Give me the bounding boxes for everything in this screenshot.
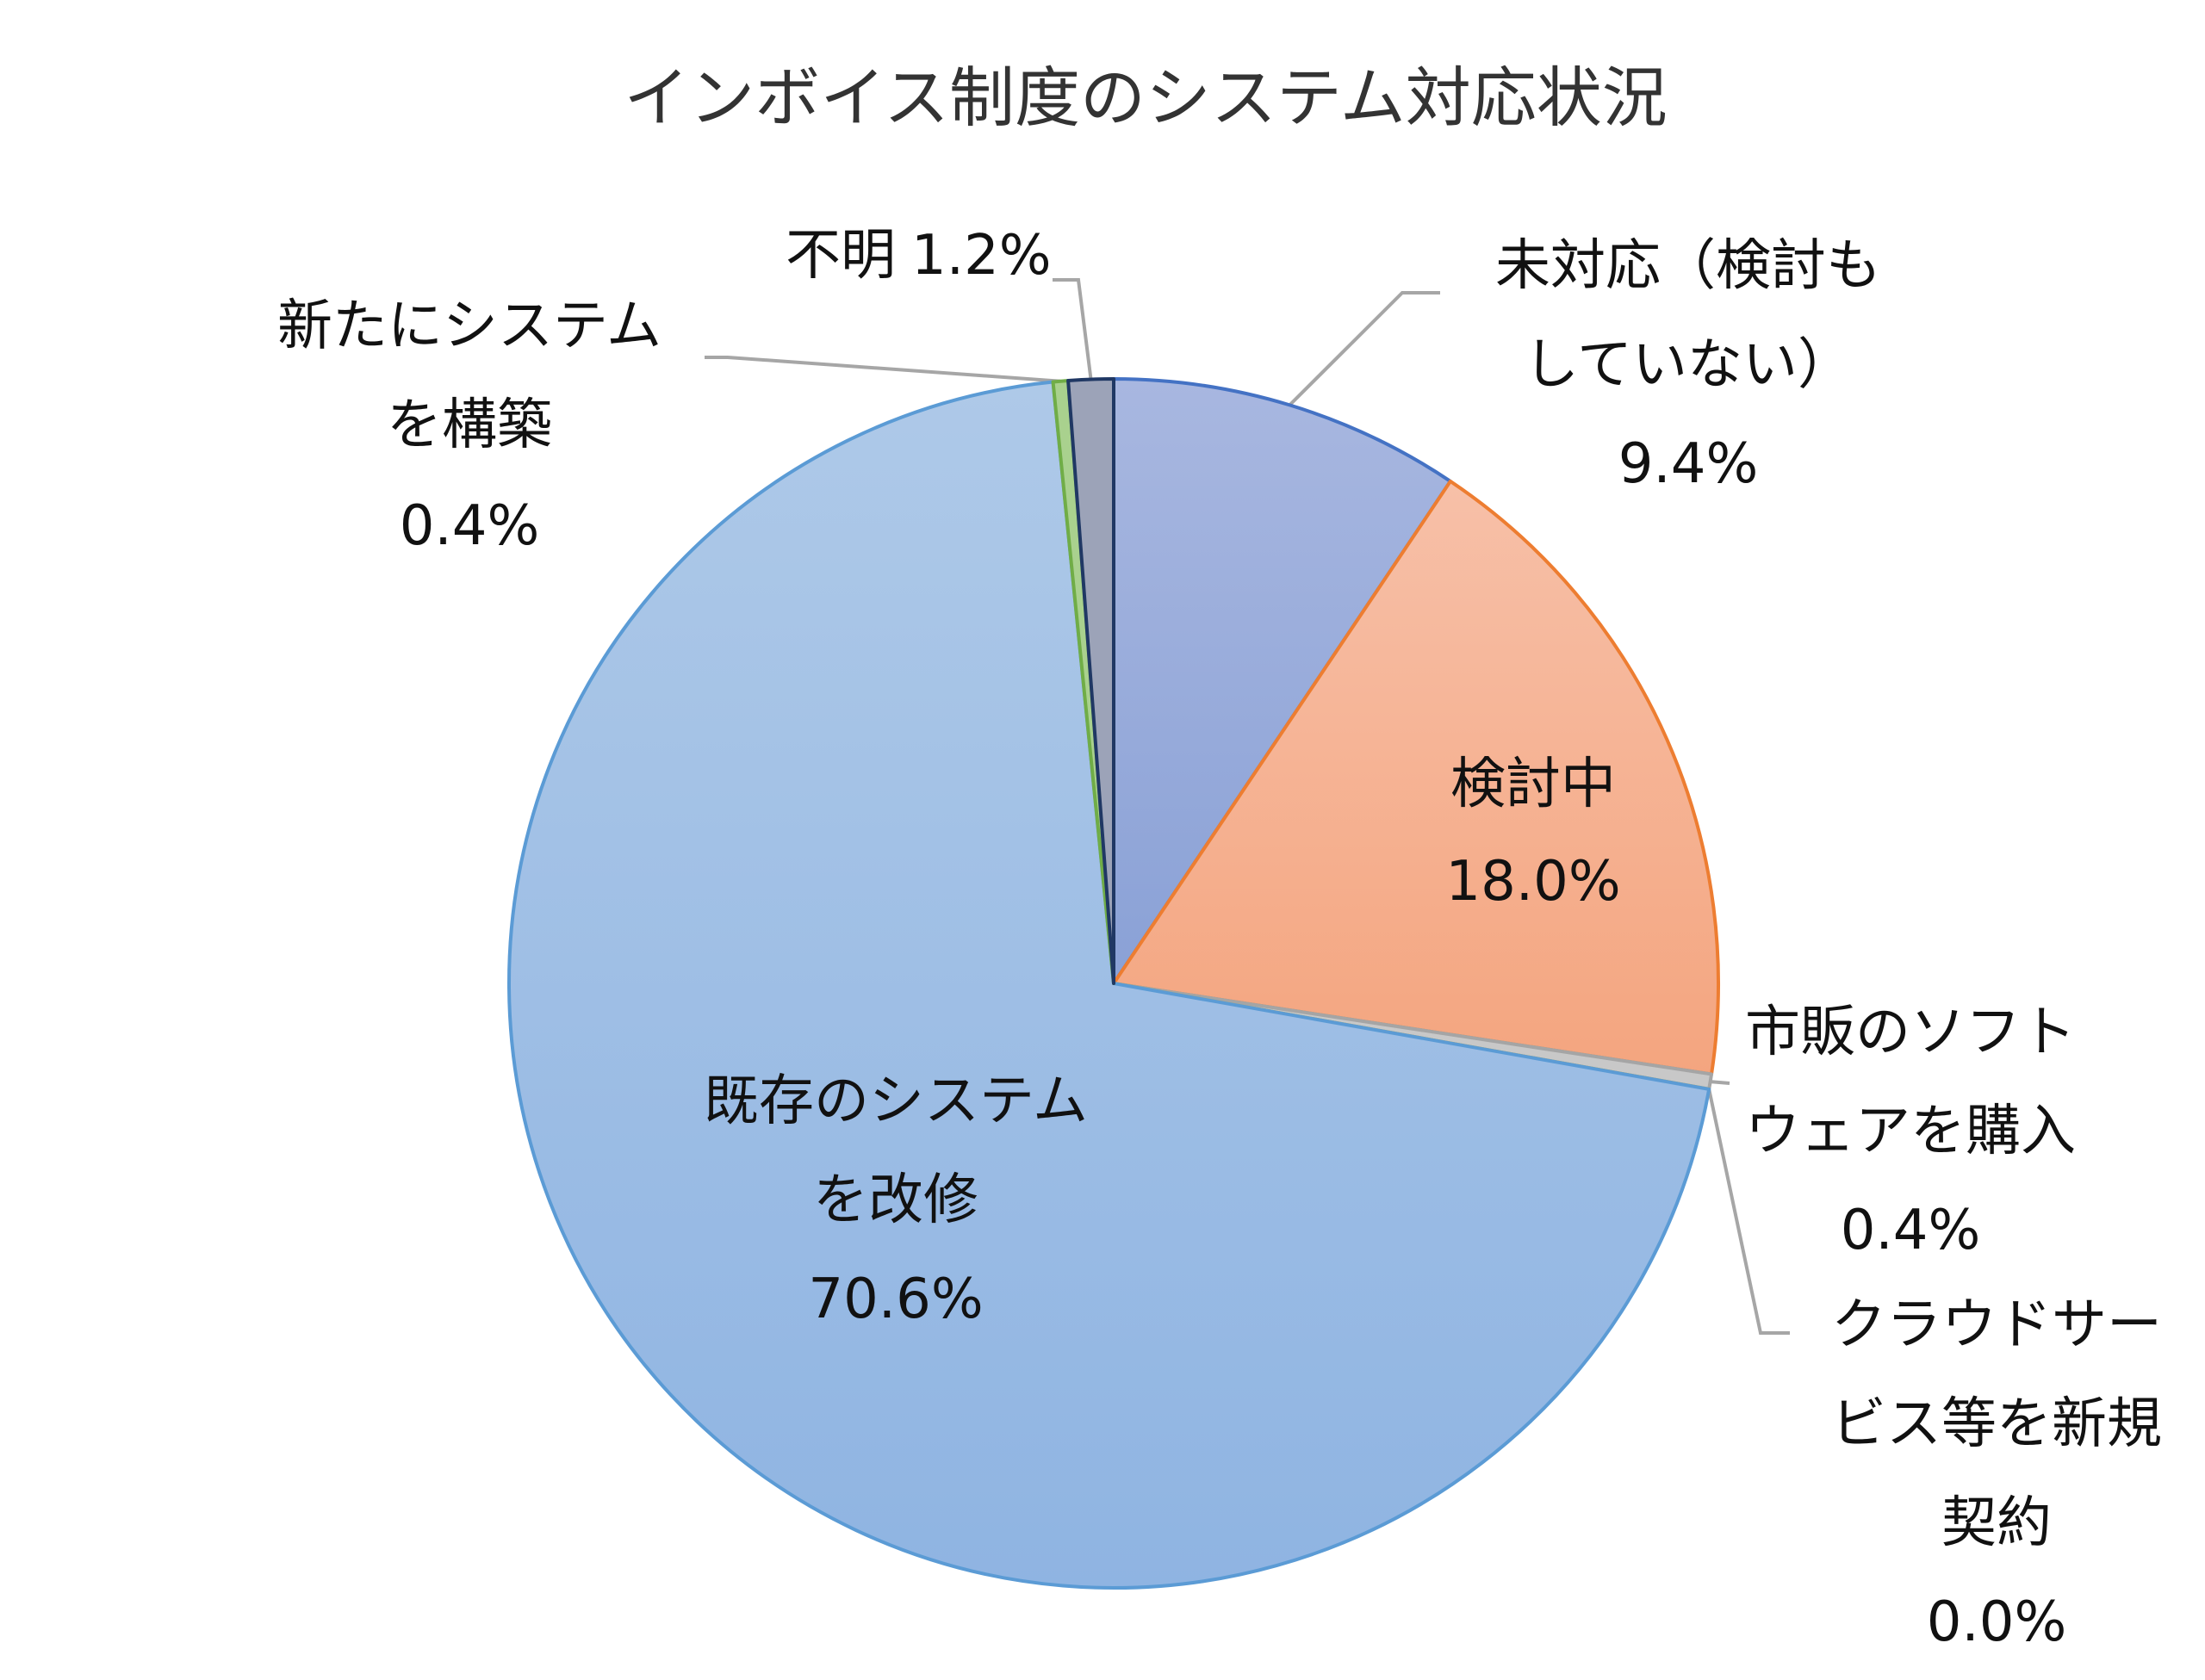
label-line: 既存のシステム: [704, 1069, 1088, 1133]
value-label: 18.0%: [1445, 850, 1620, 914]
pie-slices: [506, 377, 1720, 1590]
label-line: 市販のソフト: [1745, 1001, 2076, 1064]
value-label: 9.4%: [1618, 432, 1759, 496]
value-label: 1.2%: [911, 224, 1052, 288]
label-line: 新たにシステム: [277, 294, 662, 358]
pie-slice-fumei: [1066, 377, 1115, 985]
leader-line-mitaiou: [1288, 291, 1440, 406]
chart-title: インボイス制度のシステム対応状況: [624, 59, 1667, 136]
value-label: 70.6%: [808, 1268, 983, 1331]
leader-line-cloud: [1707, 1088, 1790, 1335]
slice-label-kentouchu: 検討中 18.0%: [1445, 753, 1620, 914]
slice-label-kizon: 既存のシステム を改修 70.6%: [704, 1069, 1088, 1331]
slice-label-shinki: 新たにシステム を構築 0.4%: [277, 294, 662, 558]
slice-label-shihan: 市販のソフト ウェアを購入 0.4%: [1745, 1001, 2076, 1262]
label-line: していない）: [1524, 333, 1853, 397]
leader-lines: [705, 278, 1790, 1335]
value-label: 0.0%: [1927, 1590, 2067, 1654]
label-line: 契約: [1941, 1491, 2052, 1555]
label-line: ビス等を新規: [1831, 1392, 2162, 1456]
pie-slice-mitaiou: [1112, 377, 1452, 985]
leader-line-fumei: [1053, 278, 1093, 380]
slice-label-mitaiou: 未対応（検討も していない） 9.4%: [1495, 234, 1881, 496]
label-line: を改修: [813, 1169, 978, 1232]
label-line: を構築: [387, 394, 552, 457]
pie-slice-kentouchu: [1112, 479, 1720, 1076]
label-line: ウェアを購入: [1745, 1100, 2076, 1163]
value-label: 0.4%: [1841, 1199, 1981, 1262]
slice-label-fumei: 不明 1.2%: [786, 224, 1052, 288]
label-line: 未対応（検討も: [1495, 234, 1881, 298]
leader-line-shinki: [705, 356, 1061, 383]
value-label: 0.4%: [400, 494, 540, 558]
pie-slice-kizon: [506, 380, 1711, 1590]
slice-label-cloud: クラウドサー ビス等を新規 契約 0.0%: [1831, 1293, 2162, 1654]
label-line: 検討中: [1450, 753, 1616, 816]
label-line: 不明: [786, 224, 896, 288]
label-line: クラウドサー: [1831, 1293, 2162, 1357]
leader-line-shihan: [1710, 1080, 1730, 1085]
